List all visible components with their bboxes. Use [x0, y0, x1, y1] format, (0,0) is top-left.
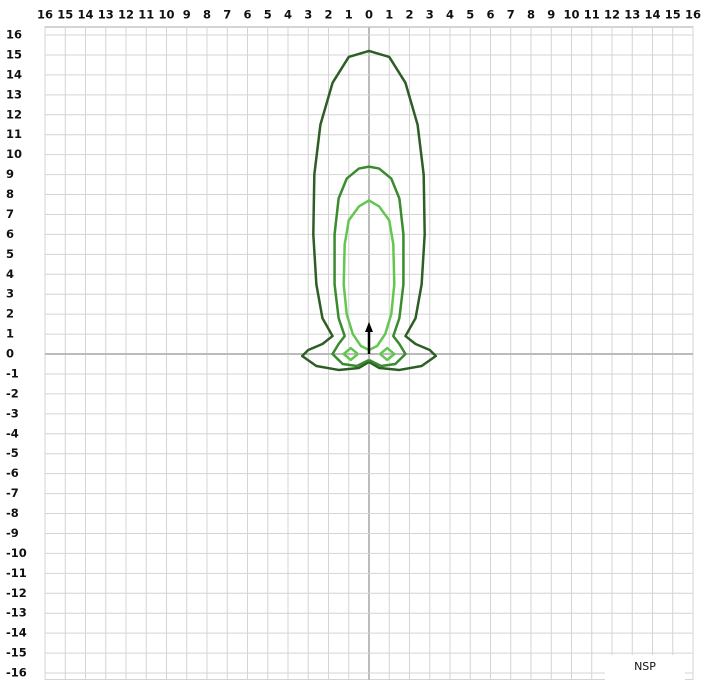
x-tick-label: 7 [223, 8, 231, 22]
x-tick-label: 2 [324, 8, 332, 22]
y-tick-label: -14 [6, 626, 27, 640]
x-tick-label: 13 [624, 8, 640, 22]
x-tick-label: 2 [405, 8, 413, 22]
x-tick-label: 13 [98, 8, 114, 22]
y-tick-label: -16 [6, 666, 27, 680]
x-tick-label: 16 [685, 8, 701, 22]
y-tick-label: -2 [6, 386, 19, 400]
y-tick-label: 2 [6, 307, 14, 321]
y-tick-label: 5 [6, 247, 14, 261]
x-tick-label: 1 [385, 8, 393, 22]
y-tick-label: -7 [6, 486, 19, 500]
contour-line [342, 346, 359, 362]
contour-line [379, 346, 396, 362]
x-tick-label: 3 [426, 8, 434, 22]
y-tick-label: 8 [6, 187, 14, 201]
y-tick-label: -4 [6, 426, 19, 440]
y-tick-label: -5 [6, 446, 19, 460]
x-tick-label: 8 [203, 8, 211, 22]
y-tick-label: 10 [6, 147, 22, 161]
y-tick-label: 13 [6, 87, 22, 101]
y-tick-label: -11 [6, 566, 27, 580]
contour-line [342, 199, 396, 352]
x-tick-label: 10 [563, 8, 579, 22]
x-tick-label: 16 [37, 8, 53, 22]
x-tick-label: 7 [507, 8, 515, 22]
y-tick-label: -13 [6, 606, 27, 620]
x-tick-label: 9 [183, 8, 191, 22]
arrow-head [365, 322, 373, 332]
contour-line [300, 49, 438, 372]
x-tick-label: 9 [547, 8, 555, 22]
y-tick-label: -3 [6, 406, 19, 420]
y-tick-label: 0 [6, 347, 14, 361]
x-tick-label: 12 [604, 8, 620, 22]
annotation: NSP [634, 660, 656, 673]
contour-line [331, 165, 407, 368]
x-tick-label: 15 [665, 8, 681, 22]
x-tick-label: 10 [158, 8, 174, 22]
y-tick-label: 1 [6, 327, 14, 341]
y-tick-label: 6 [6, 227, 14, 241]
annotation-box [605, 655, 685, 680]
y-tick-label: -8 [6, 506, 19, 520]
y-tick-label: -10 [6, 546, 27, 560]
x-tick-label: 11 [584, 8, 600, 22]
y-tick-label: 15 [6, 47, 22, 61]
y-tick-label: 7 [6, 207, 14, 221]
y-tick-label: 11 [6, 127, 22, 141]
x-tick-label: 4 [284, 8, 292, 22]
x-tick-label: 15 [57, 8, 73, 22]
y-tick-label: 12 [6, 107, 22, 121]
y-tick-label: 14 [6, 67, 22, 81]
y-tick-label: 3 [6, 287, 14, 301]
y-tick-label: 16 [6, 28, 22, 42]
x-tick-label: 1 [345, 8, 353, 22]
x-tick-label: 11 [138, 8, 154, 22]
x-tick-label: 6 [486, 8, 494, 22]
x-tick-label: 14 [77, 8, 93, 22]
x-tick-label: 4 [446, 8, 454, 22]
x-tick-label: 12 [118, 8, 134, 22]
y-tick-label: 9 [6, 167, 14, 181]
x-tick-label: 5 [466, 8, 474, 22]
x-tick-label: 14 [644, 8, 660, 22]
x-tick-label: 5 [264, 8, 272, 22]
y-tick-label: -6 [6, 466, 19, 480]
x-tick-label: 3 [304, 8, 312, 22]
y-tick-label: -12 [6, 586, 27, 600]
x-tick-label: 6 [243, 8, 251, 22]
x-tick-label: 8 [527, 8, 535, 22]
y-tick-label: -15 [6, 646, 27, 660]
y-tick-label: -1 [6, 366, 19, 380]
x-tick-label: 0 [365, 8, 373, 22]
y-tick-label: -9 [6, 526, 19, 540]
y-tick-label: 4 [6, 267, 14, 281]
